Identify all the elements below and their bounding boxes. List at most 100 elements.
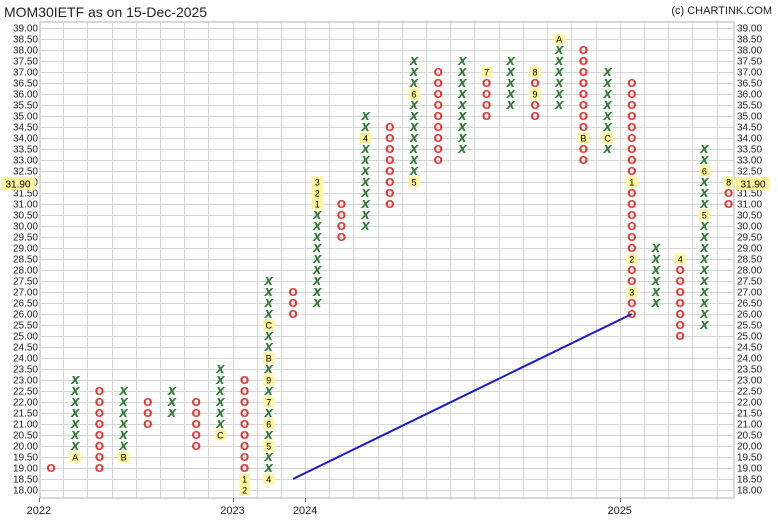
o-mark: O xyxy=(627,275,636,288)
y-tick-label: 21.50 xyxy=(13,409,38,420)
y-tick-label: 18.00 xyxy=(13,486,38,497)
month-marker: B xyxy=(121,453,127,463)
x-mark: X xyxy=(264,407,274,420)
o-mark: O xyxy=(240,407,249,420)
o-mark: O xyxy=(627,154,636,167)
x-mark: X xyxy=(409,132,419,145)
y-tick-label: 32.50 xyxy=(13,167,38,178)
month-marker: C xyxy=(217,431,224,441)
x-mark: X xyxy=(602,66,612,79)
y-tick-label: 20.50 xyxy=(737,431,762,442)
y-tick-label: 22.00 xyxy=(13,398,38,409)
y-tick-label: 26.00 xyxy=(13,310,38,321)
month-marker: 4 xyxy=(363,134,368,144)
month-marker-bg xyxy=(214,429,226,441)
trendline xyxy=(292,313,633,480)
x-mark: X xyxy=(264,451,274,464)
x-mark: X xyxy=(360,165,370,178)
o-mark: O xyxy=(627,99,636,112)
x-mark: X xyxy=(264,385,274,398)
x-mark: X xyxy=(312,220,322,233)
y-tick-label: 21.50 xyxy=(737,409,762,420)
y-tick-label: 26.00 xyxy=(737,310,762,321)
x-mark: X xyxy=(554,66,564,79)
o-mark: O xyxy=(385,198,394,211)
month-marker-bg xyxy=(263,473,275,485)
y-tick-label: 34.00 xyxy=(13,134,38,145)
x-mark: X xyxy=(457,132,467,145)
o-mark: O xyxy=(46,462,55,475)
month-marker: 2 xyxy=(315,189,320,199)
month-marker: 1 xyxy=(629,178,634,188)
x-mark: X xyxy=(699,308,709,321)
o-mark: O xyxy=(192,418,201,431)
o-mark: O xyxy=(434,88,443,101)
month-marker-bg xyxy=(553,33,565,45)
month-marker-bg xyxy=(674,253,686,265)
x-mark: X xyxy=(264,286,274,299)
o-mark: O xyxy=(385,176,394,189)
x-mark: X xyxy=(167,385,177,398)
month-marker-bg xyxy=(239,473,251,485)
y-tick-label: 18.00 xyxy=(737,486,762,497)
x-mark: X xyxy=(118,385,128,398)
x-mark: X xyxy=(457,66,467,79)
o-mark: O xyxy=(579,110,588,123)
y-tick-label: 31.50 xyxy=(737,189,762,200)
x-mark: X xyxy=(457,55,467,68)
x-mark: X xyxy=(118,440,128,453)
o-mark: O xyxy=(434,77,443,90)
x-mark: X xyxy=(457,99,467,112)
x-mark: X xyxy=(312,209,322,222)
x-mark: X xyxy=(409,121,419,134)
o-mark: O xyxy=(240,396,249,409)
x-mark: X xyxy=(554,77,564,90)
x-mark: X xyxy=(312,286,322,299)
o-mark: O xyxy=(434,99,443,112)
y-tick-label: 25.00 xyxy=(13,332,38,343)
y-tick-label: 23.50 xyxy=(13,365,38,376)
trendline-segment xyxy=(292,313,633,480)
x-mark: X xyxy=(70,396,80,409)
x-mark: X xyxy=(554,88,564,101)
o-mark: O xyxy=(530,77,539,90)
o-mark: O xyxy=(724,187,733,200)
y-tick-label: 32.50 xyxy=(737,167,762,178)
x-mark: X xyxy=(651,264,661,277)
y-tick-label: 19.50 xyxy=(13,453,38,464)
x-mark: X xyxy=(602,110,612,123)
y-tick-label: 29.00 xyxy=(13,244,38,255)
o-mark: O xyxy=(385,132,394,145)
current-price-label-left: 31.90 xyxy=(5,180,30,191)
x-mark: X xyxy=(554,99,564,112)
x-axis: 2022 2023 2024 2025 xyxy=(27,498,632,517)
month-marker: 5 xyxy=(266,442,271,452)
o-mark: O xyxy=(385,154,394,167)
x-mark: X xyxy=(360,110,370,123)
y-tick-label: 31.00 xyxy=(13,200,38,211)
o-mark: O xyxy=(627,121,636,134)
month-marker-bg xyxy=(529,66,541,78)
x-mark: X xyxy=(264,275,274,288)
y-tick-label: 36.50 xyxy=(13,79,38,90)
o-mark: O xyxy=(434,132,443,145)
y-tick-label: 34.00 xyxy=(737,134,762,145)
x-tick-label: 2024 xyxy=(293,505,317,517)
x-mark: X xyxy=(699,220,709,233)
current-price-label-right: 31.90 xyxy=(740,180,765,191)
o-mark: O xyxy=(385,143,394,156)
month-marker-bg xyxy=(698,209,710,221)
x-mark: X xyxy=(699,319,709,332)
o-mark: O xyxy=(579,66,588,79)
o-mark: O xyxy=(482,77,491,90)
y-tick-label: 38.50 xyxy=(13,35,38,46)
month-marker-bg xyxy=(263,352,275,364)
y-tick-label: 26.50 xyxy=(13,299,38,310)
month-marker-bg xyxy=(698,165,710,177)
o-mark: O xyxy=(482,110,491,123)
o-mark: O xyxy=(676,264,685,277)
x-mark: X xyxy=(457,110,467,123)
o-mark: O xyxy=(579,44,588,57)
x-mark: X xyxy=(70,440,80,453)
y-tick-label: 29.50 xyxy=(13,233,38,244)
